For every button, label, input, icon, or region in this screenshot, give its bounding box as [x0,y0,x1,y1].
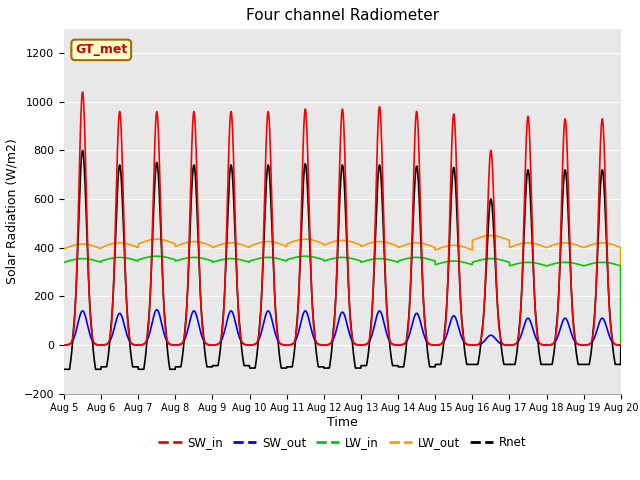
Text: GT_met: GT_met [75,43,127,56]
Legend: SW_in, SW_out, LW_in, LW_out, Rnet: SW_in, SW_out, LW_in, LW_out, Rnet [153,431,532,454]
Title: Four channel Radiometer: Four channel Radiometer [246,9,439,24]
X-axis label: Time: Time [327,416,358,429]
Y-axis label: Solar Radiation (W/m2): Solar Radiation (W/m2) [5,138,18,284]
